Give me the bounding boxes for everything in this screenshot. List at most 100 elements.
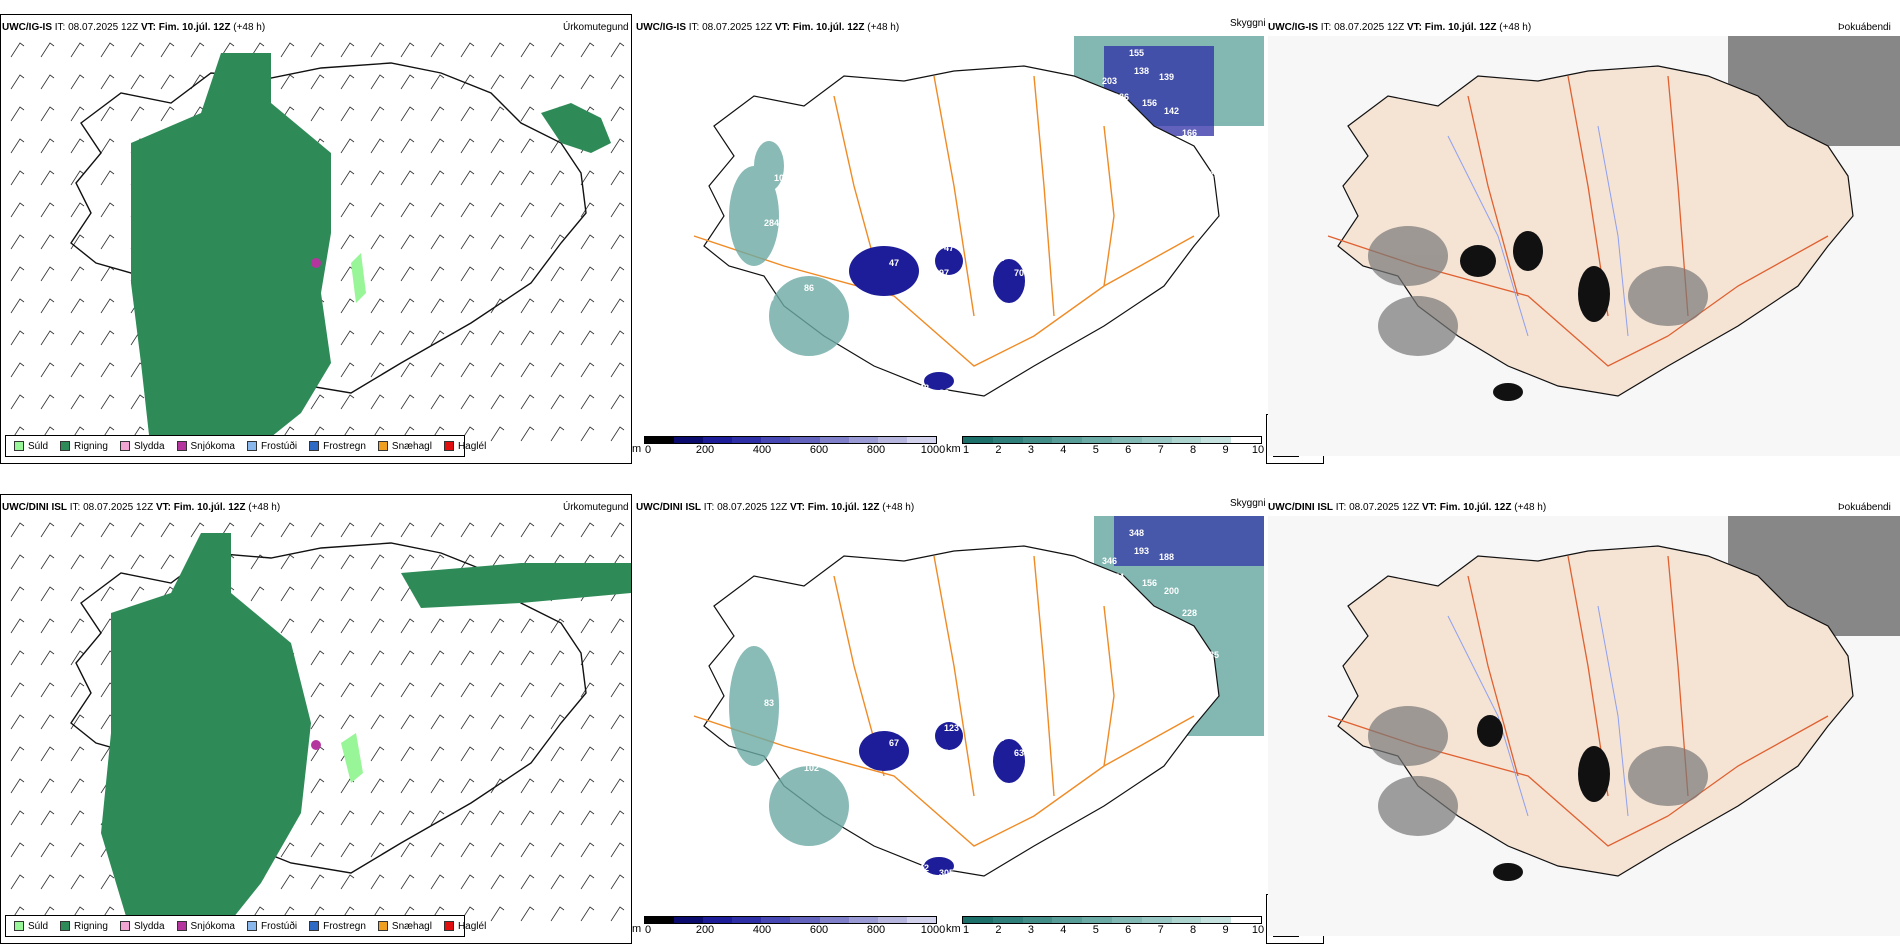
coastal-fog <box>729 646 849 846</box>
visibility-value-label: 74 <box>1114 572 1124 582</box>
wind-barb <box>400 682 415 698</box>
visibility-value-label: 188 <box>1159 552 1174 562</box>
visibility-value-label: 47 <box>889 258 899 268</box>
rivers <box>1447 605 1629 817</box>
visibility-value-label: 97 <box>789 658 799 668</box>
wind-barb <box>10 586 25 602</box>
wind-barb <box>40 330 55 346</box>
colorbar-swatch <box>732 917 762 923</box>
legend-swatch <box>119 921 130 931</box>
colorbar-swatch <box>877 917 907 923</box>
wind-barb <box>520 394 535 410</box>
visibility-value-label: 184 <box>1139 620 1154 630</box>
wind-barb <box>160 106 175 122</box>
wind-barb <box>550 810 565 826</box>
wind-barb <box>460 714 475 730</box>
wind-barb <box>430 810 445 826</box>
legend-swatch <box>176 921 187 931</box>
visibility-value-label: 260 <box>1162 620 1177 630</box>
legend-swatch <box>246 921 257 931</box>
wind-barb <box>520 330 535 346</box>
wind-barb <box>340 74 355 90</box>
visibility-value-label: 35 <box>1209 650 1219 660</box>
wind-barb <box>10 618 25 634</box>
wind-barb <box>520 266 535 282</box>
visibility-value-label: 47 <box>944 243 954 253</box>
visibility-value-label: 77 <box>1004 248 1014 258</box>
wind-barb <box>550 842 565 858</box>
wind-barb <box>520 682 535 698</box>
visibility-value-label: 138 <box>1134 66 1149 76</box>
visibility-value-label: 142 <box>1164 106 1179 116</box>
colorbar-swatch <box>790 917 820 923</box>
colorbar-tick-label: 200 <box>695 924 715 936</box>
visibility-value-label: 123 <box>944 723 959 733</box>
wind-barb <box>310 106 325 122</box>
colorbar-swatch <box>1201 917 1232 923</box>
colorbar-tick-label: 10 <box>1251 924 1265 936</box>
ceiling-unit: m <box>632 923 642 935</box>
visibility-value-label: 10 <box>804 188 814 198</box>
legend-label: Súld <box>28 440 49 452</box>
colorbar-tick-label: 1 <box>962 924 970 936</box>
wind-barb <box>490 234 505 250</box>
wind-barb <box>460 682 475 698</box>
fog-title: UWC/IG-IS IT: 08.07.2025 12Z VT: Fim. 10… <box>1268 22 1532 33</box>
wind-barb <box>580 170 595 186</box>
wind-barb <box>580 298 595 314</box>
visibility-value-label: 39 <box>939 388 949 398</box>
wind-barb <box>70 682 85 698</box>
wind-barb <box>580 682 595 698</box>
wind-barb <box>580 74 595 90</box>
wind-barb <box>580 394 595 410</box>
wind-barb <box>550 650 565 666</box>
wind-barb <box>610 298 625 314</box>
fog-panel-name: Þokuábendi <box>1838 502 1891 513</box>
wind-barb <box>550 714 565 730</box>
iceland-coastline <box>70 62 587 394</box>
wind-barb <box>550 234 565 250</box>
wind-barb <box>490 170 505 186</box>
legend-item: Slydda <box>119 441 165 452</box>
wind-barb <box>460 202 475 218</box>
visibility-unit: km <box>946 443 961 455</box>
row-1: Súld Rigning Slydda Snjókoma Frostúði Fr… <box>0 0 1900 470</box>
iceland-coastline <box>70 542 587 874</box>
wind-barb <box>310 842 325 858</box>
wind-barb <box>310 618 325 634</box>
wind-barb <box>430 298 445 314</box>
wind-barb <box>400 842 415 858</box>
wind-barb <box>100 554 115 570</box>
wind-barb <box>430 266 445 282</box>
wind-barb <box>400 106 415 122</box>
visibility-value-label: 53 <box>759 773 769 783</box>
wind-barb <box>70 554 85 570</box>
colorbar-swatch <box>674 917 704 923</box>
legend-item: Súld <box>14 921 48 932</box>
wind-barb <box>610 234 625 250</box>
visibility-value-label: 48 <box>939 748 949 758</box>
wind-barb <box>340 202 355 218</box>
wind-barb <box>400 810 415 826</box>
wind-barb <box>370 522 385 538</box>
wind-barb <box>10 298 25 314</box>
wind-barb <box>460 778 475 794</box>
wind-barb <box>610 362 625 378</box>
wind-barb <box>550 298 565 314</box>
wind-barb <box>310 522 325 538</box>
road-network <box>693 75 1195 367</box>
colorbar-swatch <box>732 437 762 443</box>
wind-barb <box>280 842 295 858</box>
wind-barb <box>370 362 385 378</box>
visibility-value-label: 156 <box>1142 98 1157 108</box>
visibility-value-label: 77 <box>1004 728 1014 738</box>
visibility-value-label: 228 <box>1182 608 1197 618</box>
wind-barb <box>10 522 25 538</box>
wind-barb <box>70 42 85 58</box>
wind-barb <box>40 394 55 410</box>
colorbar-swatch <box>761 917 791 923</box>
visibility-value-label: 54 <box>909 808 919 818</box>
visibility-unit: km <box>946 923 961 935</box>
wind-barb <box>340 330 355 346</box>
